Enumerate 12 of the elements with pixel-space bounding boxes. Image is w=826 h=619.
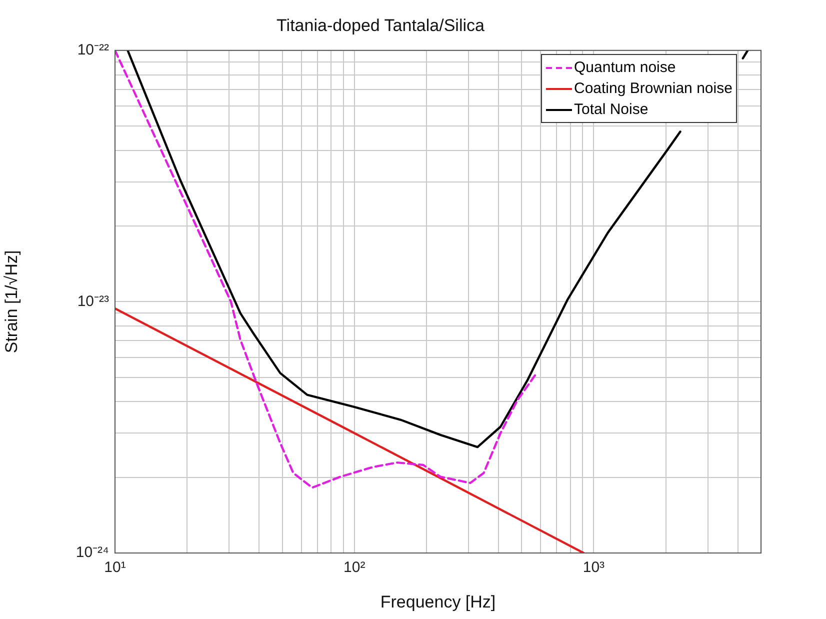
y-tick-label: 10⁻²⁴	[76, 544, 109, 562]
legend-label: Quantum noise	[574, 58, 676, 78]
y-axis-title: Strain [1/√Hz]	[2, 250, 21, 354]
chart-title: Titania-doped Tantala/Silica	[276, 16, 485, 35]
legend-label: Coating Brownian noise	[574, 79, 732, 100]
y-tick-label: 10⁻²³	[77, 292, 109, 310]
y-tick-label: 10⁻²²	[77, 42, 109, 59]
legend-label: Total Noise	[574, 100, 648, 120]
x-tick-label: 10²	[344, 559, 366, 576]
x-tick-label: 10³	[582, 559, 605, 576]
x-axis-title: Frequency [Hz]	[380, 592, 496, 612]
x-tick-label: 10¹	[104, 559, 126, 576]
